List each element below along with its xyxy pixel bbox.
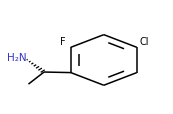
Text: Cl: Cl (140, 37, 149, 47)
Text: F: F (60, 37, 66, 47)
Text: H₂N: H₂N (7, 53, 26, 62)
